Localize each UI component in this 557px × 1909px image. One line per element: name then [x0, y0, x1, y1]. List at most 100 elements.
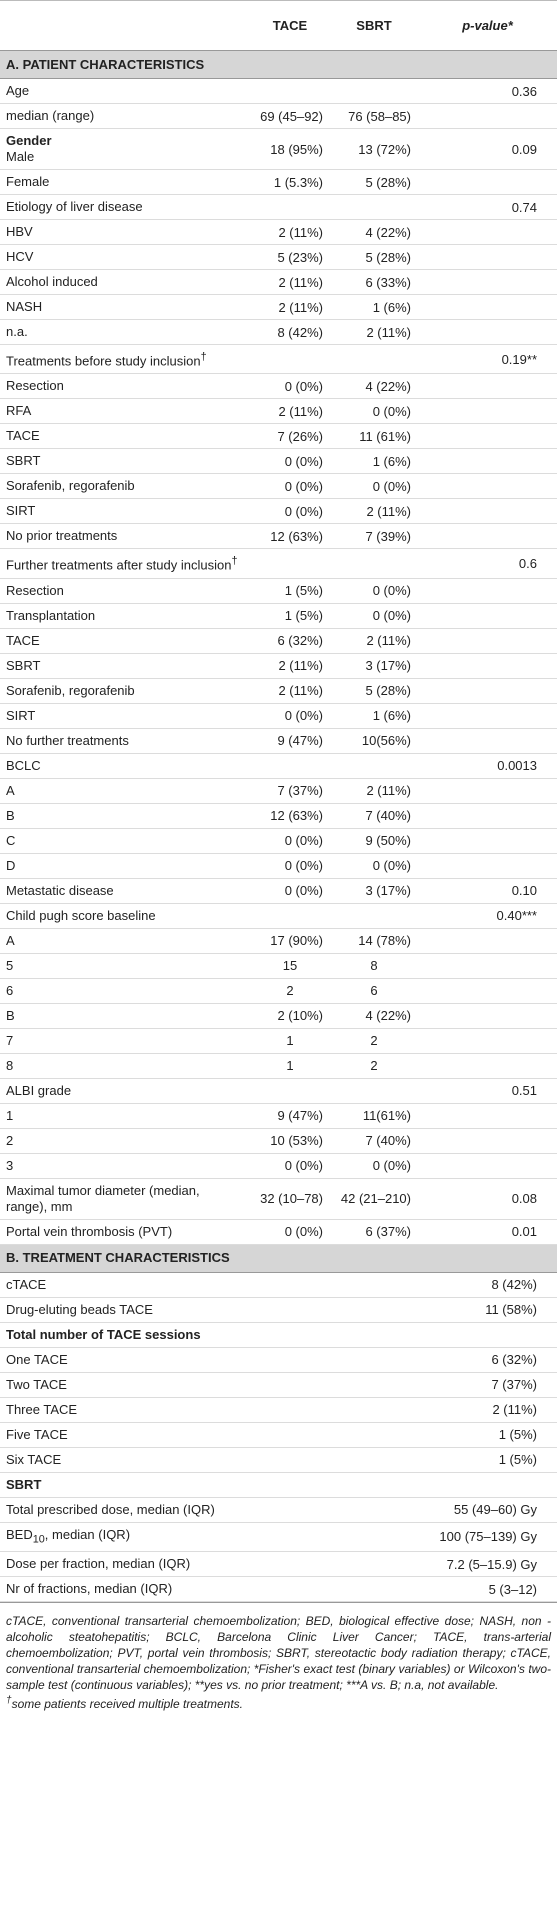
- label-cell: Total number of TACE sessions: [0, 1323, 240, 1347]
- cell-value: 2 (11%): [366, 783, 411, 799]
- cell-value: 2 (11%): [366, 633, 411, 649]
- value-cell: 0.51: [418, 1083, 557, 1098]
- label-cell: Metastatic disease: [0, 879, 250, 903]
- table-row: Child pugh score baseline 0.40***: [0, 904, 557, 929]
- label-cell: No further treatments: [0, 729, 250, 753]
- row-label: BED: [6, 1526, 33, 1542]
- label-cell: 8: [0, 1054, 250, 1078]
- cell-value: 0 (0%): [284, 1158, 323, 1174]
- cell-value: 1 (5%): [498, 1452, 537, 1468]
- row-label: Treatments before study inclusion: [6, 353, 201, 369]
- label-cell: Treatments before study inclusion†: [0, 345, 250, 373]
- cell-value: 6 (32%): [277, 633, 323, 649]
- cell-value: 6: [370, 983, 378, 999]
- row-label: 3: [6, 1157, 14, 1173]
- cell-value: 2 (11%): [366, 324, 411, 340]
- table-row: Drug-eluting beads TACE 11 (58%): [0, 1298, 557, 1323]
- table-row: Further treatments after study inclusion…: [0, 549, 557, 579]
- cell-value: 1 (5%): [284, 583, 323, 599]
- table-row: D 0 (0%) 0 (0%): [0, 854, 557, 879]
- row-label: TACE: [6, 632, 40, 648]
- label-cell: 7: [0, 1029, 250, 1053]
- cell-value: 4 (22%): [365, 1008, 411, 1024]
- value-cell: 9 (47%): [250, 1108, 330, 1123]
- table-row: B 12 (63%) 7 (40%): [0, 804, 557, 829]
- cell-value: 1 (6%): [372, 299, 411, 315]
- row-label: TACE: [6, 428, 40, 444]
- table-row: A 17 (90%) 14 (78%): [0, 929, 557, 954]
- label-cell: Two TACE: [0, 1373, 240, 1397]
- row-label: Etiology of liver disease: [6, 199, 143, 214]
- row-label: Five TACE: [6, 1426, 68, 1442]
- table-row: NASH 2 (11%) 1 (6%): [0, 295, 557, 320]
- label-cell: Three TACE: [0, 1398, 240, 1422]
- row-label: SIRT: [6, 707, 36, 723]
- value-cell: 7 (37%): [250, 783, 330, 798]
- cell-value: 0 (0%): [284, 503, 323, 519]
- label-cell: Female: [0, 170, 250, 194]
- cell-value: 7.2 (5–15.9) Gy: [446, 1556, 537, 1572]
- value-cell: 0 (0%): [250, 833, 330, 848]
- value-cell: 5 (28%): [330, 683, 418, 698]
- cell-value: 55 (49–60) Gy: [453, 1502, 537, 1518]
- value-cell: 7 (26%): [250, 429, 330, 444]
- cell-value: 7 (39%): [365, 528, 411, 544]
- cell-value: 0 (0%): [372, 583, 411, 599]
- value-cell: 2 (11%): [250, 404, 330, 419]
- cell-value: 0 (0%): [284, 833, 323, 849]
- cell-value: 0.19**: [501, 351, 537, 367]
- table-row: SBRT: [0, 1473, 557, 1498]
- cell-value: 7 (26%): [277, 428, 323, 444]
- cell-value: 0 (0%): [284, 378, 323, 394]
- row-label: A: [6, 932, 15, 948]
- footnote: †some patients received multiple treatme…: [6, 1693, 551, 1712]
- table-row: RFA 2 (11%) 0 (0%): [0, 399, 557, 425]
- value-cell: 9 (47%): [250, 733, 330, 748]
- cell-value: 8 (42%): [277, 324, 323, 340]
- value-cell: 42 (21–210): [330, 1191, 418, 1206]
- table-row: BED10, median (IQR) 100 (75–139) Gy: [0, 1523, 557, 1553]
- cell-value: 0.0013: [497, 758, 537, 774]
- footnote-text: some patients received multiple treatmen…: [11, 1697, 244, 1712]
- label-cell: One TACE: [0, 1348, 240, 1372]
- row-label: Gender: [6, 133, 52, 148]
- value-cell: 76 (58–85): [330, 109, 418, 124]
- table-row: BCLC 0.0013: [0, 754, 557, 779]
- value-cell: 0 (0%): [250, 708, 330, 723]
- label-cell: Etiology of liver disease: [0, 195, 250, 219]
- cell-value: 2: [370, 1033, 378, 1049]
- label-cell: B: [0, 804, 250, 828]
- row-sublabel: Male: [6, 149, 35, 164]
- cell-value: 1 (6%): [372, 708, 411, 724]
- label-cell: 2: [0, 1129, 250, 1153]
- value-cell: 6 (37%): [330, 1224, 418, 1239]
- value-cell: 6 (32%): [250, 633, 330, 648]
- table-row: Five TACE 1 (5%): [0, 1423, 557, 1448]
- table-row: 8 1 2: [0, 1054, 557, 1079]
- value-cell: 7.2 (5–15.9) Gy: [240, 1557, 557, 1572]
- cell-value: 0.74: [511, 199, 537, 215]
- cell-value: 17 (90%): [270, 933, 323, 949]
- table-row: A 7 (37%) 2 (11%): [0, 779, 557, 804]
- cell-value: 0 (0%): [284, 708, 323, 724]
- row-label: Age: [6, 83, 30, 98]
- cell-value: 3 (17%): [365, 658, 411, 674]
- row-label: Resection: [6, 378, 64, 394]
- label-cell: Further treatments after study inclusion…: [0, 549, 250, 577]
- label-cell: C: [0, 829, 250, 853]
- value-cell: 0.19**: [418, 352, 557, 367]
- value-cell: 2 (10%): [250, 1008, 330, 1023]
- row-label: B: [6, 807, 15, 823]
- value-cell: 7 (37%): [240, 1377, 557, 1392]
- table-row: No further treatments 9 (47%) 10(56%): [0, 729, 557, 754]
- value-cell: 5 (3–12): [240, 1582, 557, 1597]
- label-cell: SBRT: [0, 654, 250, 678]
- cell-value: 2 (11%): [278, 403, 323, 419]
- table-row: n.a. 8 (42%) 2 (11%): [0, 320, 557, 345]
- row-label: Nr of fractions, median (IQR): [6, 1581, 173, 1597]
- subscript: 10: [32, 1533, 45, 1546]
- cell-value: 0.01: [511, 1224, 537, 1240]
- footnote-mark: †: [6, 1695, 12, 1707]
- row-label: Portal vein thrombosis (PVT): [6, 1223, 173, 1239]
- value-cell: 0 (0%): [250, 858, 330, 873]
